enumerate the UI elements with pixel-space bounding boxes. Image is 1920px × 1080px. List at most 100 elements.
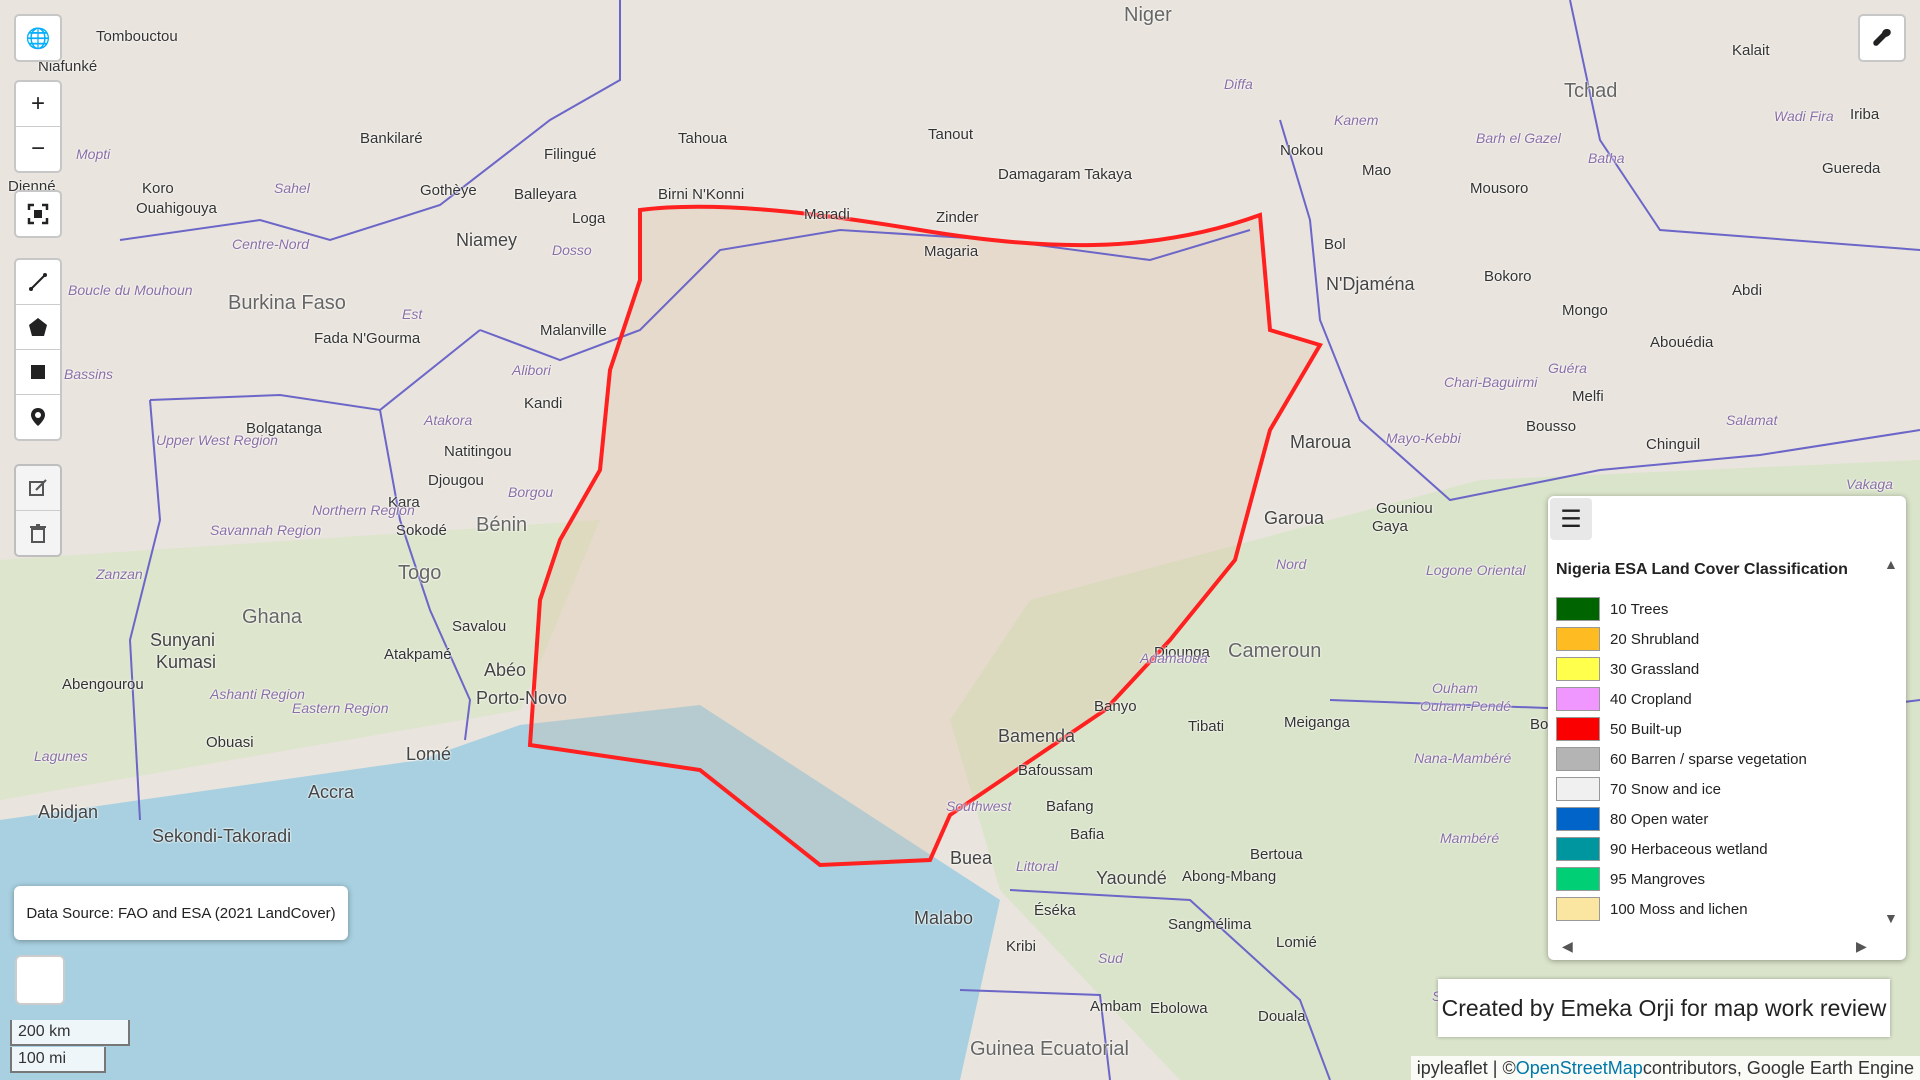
draw-polygon-button[interactable] bbox=[16, 305, 60, 350]
label-vakaga: Vakaga bbox=[1846, 476, 1893, 492]
draw-polyline-button[interactable] bbox=[16, 260, 60, 305]
label-yaounde: Yaoundé bbox=[1096, 868, 1167, 888]
label-chinguil: Chinguil bbox=[1646, 436, 1701, 453]
fullscreen-icon bbox=[27, 203, 49, 225]
label-northern: Northern Region bbox=[312, 502, 415, 518]
label-maradi: Maradi bbox=[804, 206, 850, 223]
label-gaya: Gaya bbox=[1372, 518, 1408, 535]
legend-item: 95 Mangroves bbox=[1556, 864, 1807, 894]
label-chari: Chari-Baguirmi bbox=[1444, 374, 1538, 390]
label-centre-nord: Centre-Nord bbox=[232, 236, 310, 252]
label-ashanti: Ashanti Region bbox=[210, 686, 305, 702]
legend-scroll-right-icon[interactable]: ▶ bbox=[1856, 938, 1867, 954]
label-mousoro: Mousoro bbox=[1470, 180, 1529, 197]
label-southwest: Southwest bbox=[946, 798, 1012, 814]
label-bertoua: Bertoua bbox=[1250, 846, 1303, 863]
label-iriba: Iriba bbox=[1850, 106, 1880, 123]
scale-bar-mi: 100 mi bbox=[10, 1047, 106, 1073]
label-magaria: Magaria bbox=[924, 243, 979, 260]
legend-label: 90 Herbaceous wetland bbox=[1610, 840, 1768, 858]
legend-item: 40 Cropland bbox=[1556, 684, 1807, 714]
zoom-control: + − bbox=[14, 80, 62, 173]
label-alibori: Alibori bbox=[512, 362, 551, 378]
label-kribi: Kribi bbox=[1006, 938, 1037, 955]
label-tanout: Tanout bbox=[928, 126, 974, 143]
label-mopti: Mopti bbox=[76, 146, 111, 162]
legend-scroll-down-icon[interactable]: ▼ bbox=[1884, 910, 1898, 926]
label-djounga: Djounga bbox=[1154, 644, 1210, 661]
legend-item: 90 Herbaceous wetland bbox=[1556, 834, 1807, 864]
legend-scroll-left-icon[interactable]: ◀ bbox=[1562, 938, 1573, 954]
legend-swatch bbox=[1556, 867, 1600, 891]
label-kumasi: Kumasi bbox=[156, 652, 217, 672]
legend-label: 50 Built-up bbox=[1610, 720, 1682, 738]
label-sokode: Sokodé bbox=[396, 522, 447, 539]
label-ouham: Ouham bbox=[1432, 680, 1478, 696]
delete-layers-icon bbox=[30, 524, 46, 543]
label-ndjamena: N'Djaména bbox=[1326, 274, 1415, 294]
attribution-prefix: ipyleaflet | © bbox=[1416, 1057, 1516, 1078]
draw-rectangle-button[interactable] bbox=[16, 350, 60, 395]
label-ambam: Ambam bbox=[1090, 998, 1142, 1015]
wrench-icon bbox=[1873, 29, 1891, 46]
edit-layers-button[interactable] bbox=[16, 466, 60, 511]
legend-label: 60 Barren / sparse vegetation bbox=[1610, 750, 1807, 768]
label-loga: Loga bbox=[572, 210, 606, 227]
label-niger: Niger bbox=[1124, 4, 1172, 26]
label-lagunes: Lagunes bbox=[34, 748, 88, 764]
zoom-in-button[interactable]: + bbox=[16, 82, 60, 127]
label-sud: Sud bbox=[1098, 950, 1123, 966]
label-kara: Kara bbox=[388, 494, 420, 511]
label-tibati: Tibati bbox=[1188, 718, 1225, 735]
label-littoral: Littoral bbox=[1016, 858, 1059, 874]
label-bamenda: Bamenda bbox=[998, 726, 1076, 746]
legend-label: 10 Trees bbox=[1610, 600, 1669, 618]
scale-bar-km: 200 km bbox=[10, 1020, 130, 1046]
draw-marker-button[interactable] bbox=[16, 395, 60, 439]
label-accra: Accra bbox=[308, 782, 355, 802]
empty-control-box[interactable] bbox=[15, 955, 65, 1005]
openstreetmap-link[interactable]: OpenStreetMap bbox=[1515, 1057, 1643, 1078]
label-fada: Fada N'Gourma bbox=[314, 330, 421, 347]
basemap-globe-button[interactable]: 🌐 bbox=[14, 14, 62, 62]
edit-layers-icon bbox=[29, 479, 47, 496]
legend-swatch bbox=[1556, 597, 1600, 621]
label-savalou: Savalou bbox=[452, 618, 507, 635]
label-cameroun: Cameroun bbox=[1228, 640, 1322, 662]
label-abong-mbang: Abong-Mbang bbox=[1182, 868, 1277, 885]
label-porto-novo: Porto-Novo bbox=[476, 688, 568, 708]
label-ebolowa: Ebolowa bbox=[1150, 1000, 1208, 1017]
label-abeo: Abéo bbox=[484, 660, 527, 680]
label-ouham-pende: Ouham-Pendé bbox=[1420, 698, 1512, 714]
legend-toggle-button[interactable]: ☰ bbox=[1550, 498, 1592, 540]
label-balleyara: Balleyara bbox=[514, 186, 577, 203]
label-guera: Guéra bbox=[1548, 360, 1587, 376]
label-niamey: Niamey bbox=[456, 230, 518, 250]
legend-scroll-up-icon[interactable]: ▲ bbox=[1884, 556, 1898, 572]
legend-panel bbox=[1548, 496, 1906, 960]
label-douala: Douala bbox=[1258, 1008, 1306, 1025]
label-buea: Buea bbox=[950, 848, 993, 868]
label-gouniou: Gouniou bbox=[1376, 500, 1433, 517]
label-atakora: Atakora bbox=[424, 412, 473, 428]
legend-label: 70 Snow and ice bbox=[1610, 780, 1721, 798]
zoom-out-button[interactable]: − bbox=[30, 135, 45, 162]
draw-marker-icon bbox=[31, 408, 45, 426]
label-bassins: Bassins bbox=[64, 366, 114, 382]
label-nord: Nord bbox=[1276, 556, 1307, 572]
delete-layers-button[interactable] bbox=[16, 511, 60, 555]
label-eastern: Eastern Region bbox=[292, 700, 389, 716]
label-niafunke: Niafunké bbox=[38, 58, 98, 75]
label-benin: Bénin bbox=[476, 514, 528, 536]
legend-items: 10 Trees 20 Shrubland 30 Grassland 40 Cr… bbox=[1556, 594, 1807, 924]
draw-rectangle-icon bbox=[31, 365, 45, 379]
toolbar-wrench-button[interactable] bbox=[1858, 14, 1906, 62]
label-djougou: Djougou bbox=[428, 472, 484, 489]
edit-toolbar bbox=[14, 464, 62, 557]
label-kanem: Kanem bbox=[1334, 112, 1379, 128]
legend-item: 100 Moss and lichen bbox=[1556, 894, 1807, 924]
label-garoua: Garoua bbox=[1264, 508, 1325, 528]
legend-swatch bbox=[1556, 717, 1600, 741]
fullscreen-button[interactable] bbox=[14, 190, 62, 238]
legend-swatch bbox=[1556, 747, 1600, 771]
